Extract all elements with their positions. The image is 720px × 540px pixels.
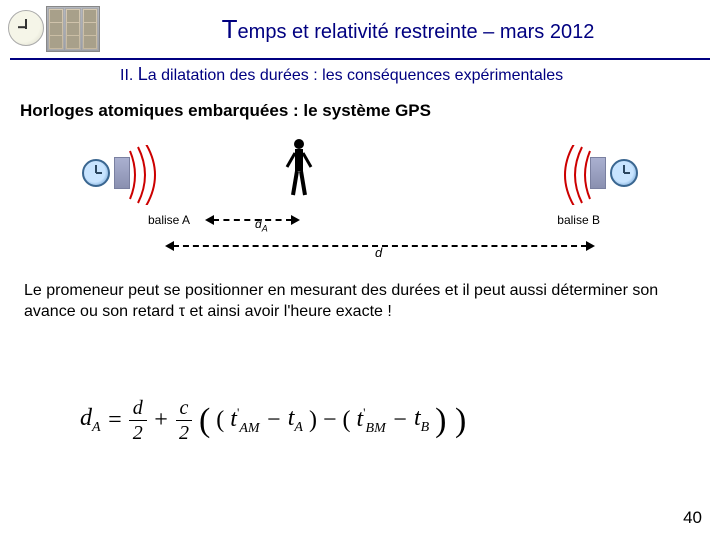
formula-plus: + [153, 407, 169, 434]
formula-mid: ) − ( [309, 407, 351, 434]
formula-eq: = [107, 407, 123, 434]
gps-diagram: balise A balise B dA d [60, 135, 660, 275]
da-label: dA [255, 217, 268, 233]
body-paragraph: Le promeneur peut se positionner en mesu… [0, 275, 720, 323]
formula-minus1: − [266, 407, 282, 434]
beacon-b [586, 145, 642, 201]
arrow-right-icon [586, 241, 595, 251]
subtitle-roman: II. [120, 67, 138, 84]
formula-t2: tA [288, 405, 303, 436]
header: Temps et relativité restreinte – mars 20… [0, 0, 720, 54]
radio-arcs-b-icon [554, 145, 594, 205]
atomic-clock-rack-icon [46, 6, 100, 52]
arrow-right-icon [291, 215, 300, 225]
radio-arcs-a-icon [126, 145, 166, 205]
formula-t4: tB [414, 405, 429, 436]
subtitle-cap: L [138, 64, 148, 84]
person-icon [285, 137, 313, 199]
da-distance-arrow [205, 215, 300, 225]
section-heading: Horloges atomiques embarquées : le systè… [0, 85, 720, 121]
formula-t3: t'BM [357, 405, 386, 437]
da-dash [213, 219, 292, 221]
formula-frac2: c 2 [175, 398, 193, 443]
formula: dA = d 2 + c 2 ( ( t'AM − tA ) − ( t'BM … [80, 398, 466, 443]
subtitle-rest: a dilatation des durées : les conséquenc… [148, 67, 563, 84]
formula-paren-open: ( [199, 402, 210, 440]
clock-b-icon [610, 159, 638, 187]
formula-paren-close: ) ) [435, 402, 466, 440]
clock-icon [8, 10, 44, 46]
page-title: Temps et relativité restreinte – mars 20… [104, 6, 712, 45]
d-label: d [375, 245, 382, 260]
header-thumbnail [8, 6, 104, 54]
beacon-a-label: balise A [148, 213, 190, 227]
formula-t1: t'AM [230, 405, 259, 437]
title-rest: emps et relativité restreinte – mars 201… [238, 21, 595, 43]
subtitle: II. La dilatation des durées : les consé… [0, 60, 720, 85]
formula-minus2: − [392, 407, 408, 434]
formula-frac1: d 2 [129, 398, 147, 443]
beacon-b-label: balise B [557, 213, 600, 227]
page-number: 40 [683, 508, 702, 528]
formula-lhs: dA [80, 405, 101, 436]
title-cap: T [222, 14, 238, 44]
beacon-a [78, 145, 134, 201]
title-block: Temps et relativité restreinte – mars 20… [104, 6, 712, 45]
clock-a-icon [82, 159, 110, 187]
